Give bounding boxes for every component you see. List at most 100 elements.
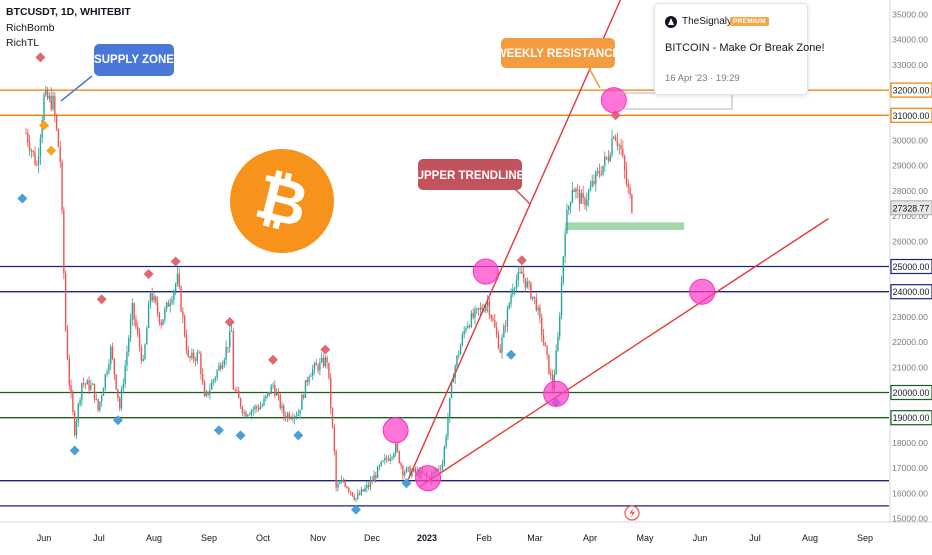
candle	[187, 345, 189, 359]
candle-body	[135, 319, 137, 328]
candle	[108, 359, 110, 375]
candle-body	[517, 272, 519, 281]
candle-body	[531, 296, 534, 299]
supply-zone-callout[interactable]: SUPPLY ZONE	[60, 44, 174, 102]
candle	[313, 361, 316, 375]
candle	[360, 486, 363, 496]
weekly-resistance-callout[interactable]: WEEKLY RESISTANCE	[496, 38, 621, 89]
time-tick-label: Apr	[583, 533, 597, 543]
candle	[310, 372, 312, 377]
candle-body	[279, 394, 281, 409]
candle	[122, 378, 125, 394]
candle-body	[254, 406, 256, 410]
candle-body	[575, 188, 577, 192]
candle-body	[394, 443, 397, 454]
candle	[322, 353, 325, 368]
candle-body	[391, 457, 393, 459]
idea-card-author[interactable]: TheSignalyst	[682, 16, 740, 27]
candle	[117, 388, 119, 402]
candle	[218, 362, 220, 371]
candle-body	[27, 133, 29, 143]
price-level-tag-box	[890, 258, 932, 275]
candle-body	[459, 345, 462, 355]
candle	[474, 305, 476, 325]
candle	[99, 401, 101, 413]
candle-body	[513, 288, 516, 290]
candle-body	[129, 319, 132, 339]
candle	[238, 386, 240, 399]
candle-body	[61, 162, 63, 211]
candle	[266, 391, 269, 399]
indicator-richtl-label[interactable]: RichTL	[6, 37, 40, 49]
candle-body	[147, 304, 150, 328]
indicator-richbomb-label[interactable]: RichBomb	[6, 22, 55, 34]
candle	[113, 358, 116, 381]
candle-body	[409, 467, 411, 476]
candle-body	[54, 95, 56, 116]
candle	[290, 415, 292, 420]
candle	[346, 485, 348, 489]
candle	[232, 327, 235, 390]
candle	[506, 305, 509, 333]
candle	[41, 116, 43, 144]
candle-body	[39, 138, 42, 157]
candle	[531, 296, 534, 302]
candle-body	[589, 186, 592, 191]
candle	[299, 409, 301, 419]
candle-body	[510, 294, 512, 304]
candle	[458, 350, 460, 360]
candle-body	[205, 391, 207, 397]
candle	[201, 368, 204, 385]
candle	[324, 355, 327, 369]
price-tick-label: 23000.00	[892, 312, 928, 322]
candle-body	[387, 459, 390, 461]
time-scale-bg[interactable]	[0, 522, 932, 550]
candle	[54, 92, 56, 123]
candle-body	[385, 457, 388, 460]
candle	[575, 186, 577, 199]
candle	[513, 286, 516, 296]
candle-body	[232, 331, 235, 390]
candle-body	[41, 120, 43, 139]
candle-body	[544, 342, 547, 347]
candle-body	[192, 352, 195, 360]
candle-body	[140, 346, 143, 361]
candle-body	[586, 199, 588, 206]
upper-trendline-callout[interactable]: UPPER TRENDLINE	[416, 159, 531, 205]
bitcoin-logo-disc	[230, 149, 334, 253]
candle-body	[375, 475, 377, 478]
candle	[203, 379, 206, 397]
candle	[144, 343, 146, 361]
candle	[234, 387, 236, 393]
candle	[84, 382, 87, 390]
candle	[292, 412, 294, 423]
candle	[335, 449, 337, 492]
candle	[396, 442, 399, 453]
idea-card-title[interactable]: BITCOIN - Make Or Break Zone!	[665, 42, 825, 54]
candle-body	[281, 405, 283, 409]
candle	[182, 307, 184, 324]
price-level-tag: 20000.00	[893, 388, 930, 398]
candle	[504, 319, 507, 333]
signal-marker-sell-orange	[46, 145, 57, 156]
candle	[230, 324, 233, 332]
candle-body	[162, 319, 164, 326]
candle	[171, 295, 173, 306]
signal-marker-buy	[112, 415, 123, 426]
candle	[61, 159, 63, 214]
candle	[286, 411, 289, 423]
candle-body	[476, 308, 478, 310]
candle-body	[238, 390, 240, 399]
candle-body	[308, 376, 310, 383]
candle-body	[591, 181, 593, 187]
candle	[373, 470, 375, 481]
lightning-event-icon[interactable]	[624, 505, 640, 521]
candle-body	[144, 344, 146, 360]
candle-body	[183, 316, 186, 336]
candle-body	[66, 330, 69, 360]
candle	[611, 129, 613, 158]
candle-body	[178, 273, 180, 287]
idea-card[interactable]: TheSignalyst PREMIUM BITCOIN - Make Or B…	[654, 3, 825, 95]
